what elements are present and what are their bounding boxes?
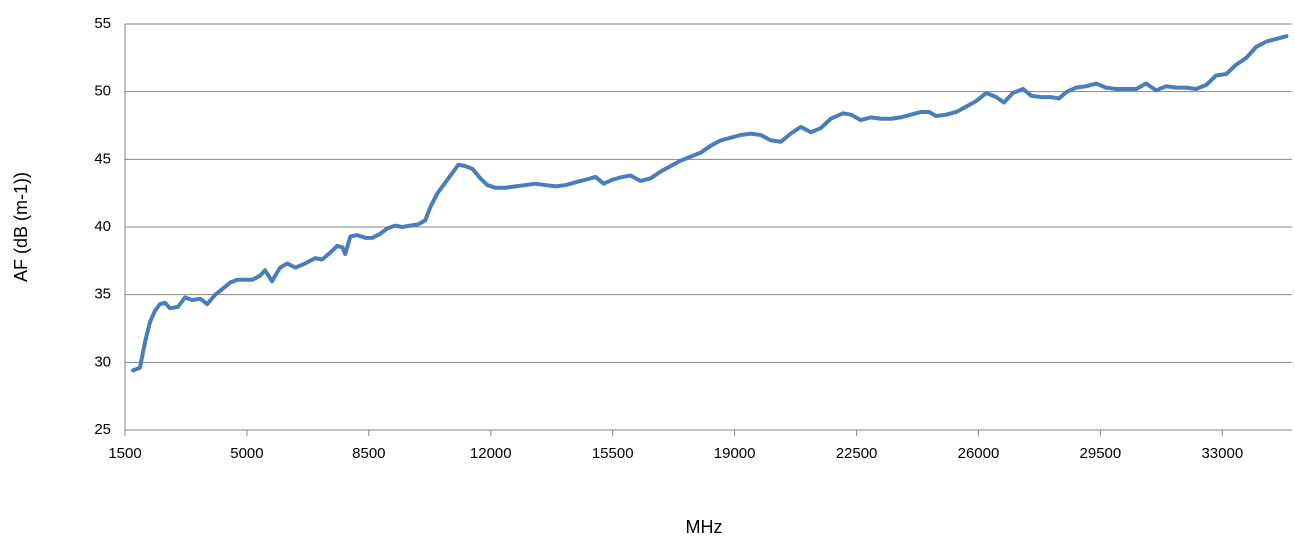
- y-tick-label: 55: [94, 15, 111, 32]
- data-line: [131, 34, 1289, 373]
- x-tick-label: 33000: [1201, 445, 1243, 462]
- x-tick-label: 8500: [352, 445, 385, 462]
- y-tick-label: 30: [94, 353, 111, 370]
- x-tick-label: 26000: [958, 445, 1000, 462]
- x-tick-label: 19000: [714, 445, 756, 462]
- x-tick-label: 1500: [108, 445, 141, 462]
- y-tick-label: 25: [94, 421, 111, 438]
- x-tick-label: 22500: [836, 445, 878, 462]
- y-tick-label: 35: [94, 286, 111, 303]
- y-tick-label: 50: [94, 83, 111, 100]
- x-tick-label: 12000: [470, 445, 512, 462]
- x-tick-label: 29500: [1080, 445, 1122, 462]
- x-tick-label: 15500: [592, 445, 634, 462]
- x-axis-title: MHz: [686, 517, 723, 537]
- y-tick-label: 40: [94, 218, 111, 235]
- y-axis-title: AF (dB (m-1)): [11, 172, 31, 282]
- y-tick-label: 45: [94, 150, 111, 167]
- x-tick-label: 5000: [230, 445, 263, 462]
